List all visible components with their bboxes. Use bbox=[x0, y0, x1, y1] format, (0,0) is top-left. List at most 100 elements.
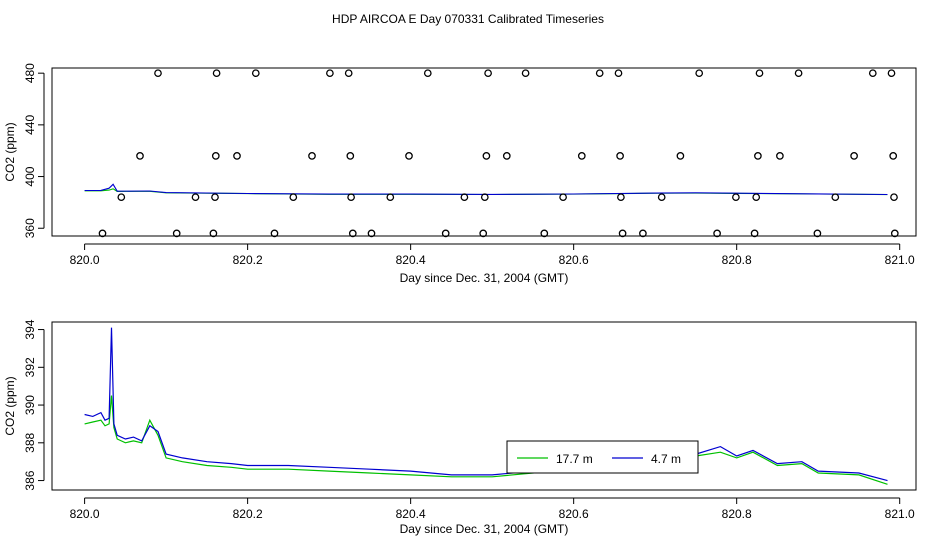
calibration-point bbox=[191, 193, 200, 202]
calibration-point bbox=[850, 152, 858, 160]
calibration-point bbox=[209, 229, 218, 238]
x-tick-label: 821.0 bbox=[885, 507, 915, 521]
calibration-point bbox=[367, 229, 376, 238]
calibration-point bbox=[347, 193, 355, 202]
y-tick-label: 388 bbox=[23, 432, 37, 452]
upper-y-axis: 360 400 440 480 bbox=[23, 63, 45, 238]
calibration-point bbox=[98, 229, 107, 238]
calibration-point bbox=[211, 152, 220, 160]
y-tick-label: 390 bbox=[23, 395, 37, 415]
calibration-point bbox=[172, 229, 181, 238]
calibration-point bbox=[441, 229, 450, 238]
calibration-point bbox=[559, 193, 567, 202]
calibration-point bbox=[540, 229, 549, 238]
calibration-point bbox=[614, 69, 623, 78]
calibration-point bbox=[595, 69, 604, 78]
calibration-point bbox=[713, 229, 721, 238]
y-tick-label: 386 bbox=[23, 470, 37, 490]
legend-label-17-7m: 17.7 m bbox=[556, 452, 593, 466]
calibration-point bbox=[484, 69, 492, 78]
calibration-point bbox=[270, 229, 279, 238]
calibration-point bbox=[289, 193, 298, 202]
calibration-point bbox=[348, 229, 357, 238]
calibration-point bbox=[617, 193, 625, 202]
calibration-point bbox=[502, 152, 511, 160]
calibration-point bbox=[618, 229, 627, 238]
x-tick-label: 820.6 bbox=[559, 253, 589, 267]
calibration-point bbox=[887, 69, 896, 78]
calibration-point bbox=[695, 69, 704, 78]
calibration-point bbox=[460, 193, 469, 202]
calibration-point bbox=[889, 152, 898, 160]
calibration-point bbox=[308, 152, 316, 160]
calibration-point bbox=[890, 193, 898, 202]
lower-y-axis: 386 388 390 392 394 bbox=[23, 319, 45, 491]
series-line-1 bbox=[84, 327, 888, 482]
calibration-point bbox=[386, 193, 395, 202]
legend-label-4-7m: 4.7 m bbox=[651, 452, 681, 466]
y-tick-label: 480 bbox=[23, 63, 37, 83]
upper-panel: 820.0 820.2 820.4 820.6 820.8 821.0 360 400 440… bbox=[3, 63, 917, 285]
calibration-point bbox=[750, 229, 759, 238]
upper-x-axis: 820.0 820.2 820.4 820.6 820.8 821.0 bbox=[70, 243, 915, 267]
calibration-point bbox=[326, 69, 334, 78]
calibration-point bbox=[233, 152, 241, 160]
lower-y-axis-label: CO2 (ppm) bbox=[3, 376, 17, 435]
calibration-point bbox=[251, 69, 260, 78]
upper-y-axis-label: CO2 (ppm) bbox=[3, 122, 17, 181]
calibration-point bbox=[831, 193, 840, 202]
lower-x-axis-label: Day since Dec. 31, 2004 (GMT) bbox=[400, 522, 569, 536]
calibration-point bbox=[752, 193, 761, 202]
calibration-point bbox=[868, 69, 877, 78]
calibration-point bbox=[479, 229, 488, 238]
y-tick-label: 360 bbox=[23, 218, 37, 238]
lower-panel: 820.0 820.2 820.4 820.6 820.8 821.0 386 388 390… bbox=[3, 319, 917, 536]
calibration-point bbox=[890, 229, 899, 238]
calibration-point bbox=[577, 152, 586, 160]
upper-series-line-1 bbox=[84, 183, 888, 196]
x-tick-label: 820.8 bbox=[722, 507, 752, 521]
calibration-point bbox=[754, 152, 762, 160]
calibration-point bbox=[813, 229, 822, 238]
lower-plot-frame bbox=[51, 321, 917, 491]
calibration-point bbox=[521, 69, 530, 78]
calibration-point bbox=[405, 152, 413, 160]
y-tick-label: 394 bbox=[23, 319, 37, 339]
calibration-point bbox=[136, 152, 144, 160]
x-tick-label: 820.0 bbox=[70, 253, 100, 267]
calibration-point bbox=[657, 193, 666, 202]
calibration-point bbox=[154, 69, 162, 78]
figure-title: HDP AIRCOA E Day 070331 Calibrated Times… bbox=[332, 12, 604, 26]
calibration-point bbox=[117, 193, 126, 202]
x-tick-label: 820.2 bbox=[233, 253, 263, 267]
x-tick-label: 820.4 bbox=[396, 507, 426, 521]
calibration-point bbox=[616, 152, 624, 160]
calibration-point bbox=[482, 152, 491, 160]
series-line-0 bbox=[84, 395, 888, 485]
upper-plot-frame bbox=[51, 67, 917, 237]
calibration-point bbox=[211, 193, 219, 202]
y-tick-label: 400 bbox=[23, 166, 37, 186]
calibration-point bbox=[639, 229, 647, 238]
calibration-point bbox=[346, 152, 355, 160]
calibration-point bbox=[732, 193, 740, 202]
calibration-point bbox=[344, 69, 353, 78]
calibration-point bbox=[755, 69, 764, 78]
calibration-point bbox=[480, 193, 489, 202]
lower-legend: 17.7 m 4.7 m bbox=[506, 440, 699, 474]
x-tick-label: 820.8 bbox=[722, 253, 752, 267]
lower-data-marks bbox=[84, 327, 888, 485]
y-tick-label: 392 bbox=[23, 357, 37, 377]
x-tick-label: 821.0 bbox=[885, 253, 915, 267]
x-tick-label: 820.2 bbox=[233, 507, 263, 521]
x-tick-label: 820.0 bbox=[70, 507, 100, 521]
calibration-point bbox=[423, 69, 432, 78]
calibration-point bbox=[676, 152, 685, 160]
x-tick-label: 820.6 bbox=[559, 507, 589, 521]
lower-x-axis: 820.0 820.2 820.4 820.6 820.8 821.0 bbox=[70, 497, 915, 521]
x-tick-label: 820.4 bbox=[396, 253, 426, 267]
calibration-point bbox=[212, 69, 221, 78]
legend-box bbox=[506, 440, 699, 474]
calibration-point bbox=[776, 152, 784, 160]
